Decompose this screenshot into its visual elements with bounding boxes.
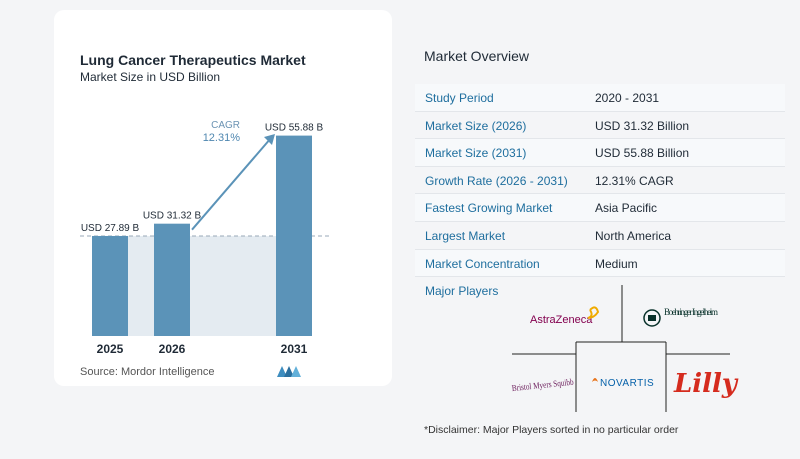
data-label-2026: USD 31.32 B bbox=[143, 211, 202, 222]
overview-row: Growth Rate (2026 - 2031) 12.31% CAGR bbox=[415, 167, 785, 195]
player-novartis-text: NOVARTIS bbox=[600, 378, 654, 389]
overview-value: North America bbox=[595, 228, 672, 243]
player-bms-text: Bristol Myers Squibb bbox=[511, 377, 574, 393]
overview-label: Growth Rate (2026 - 2031) bbox=[425, 173, 568, 188]
chart-subtitle: Market Size in USD Billion bbox=[80, 70, 221, 84]
player-lilly: Lilly bbox=[673, 369, 739, 399]
disclaimer: *Disclaimer: Major Players sorted in no … bbox=[424, 424, 679, 436]
mordor-logo-icon bbox=[277, 366, 301, 377]
player-bms: Bristol Myers Squibb bbox=[511, 377, 574, 393]
source-text: Source: Mordor Intelligence bbox=[80, 366, 215, 378]
astrazeneca-symbol-icon bbox=[587, 306, 600, 319]
overview-row: Market Concentration Medium bbox=[415, 249, 785, 278]
bar-chart: USD 27.89 B 2025 USD 31.32 B 2026 USD 55.88 … bbox=[80, 120, 330, 356]
x-tick-2026: 2026 bbox=[159, 342, 186, 356]
overview-label: Market Size (2026) bbox=[425, 118, 527, 133]
player-novartis: NOVARTIS bbox=[592, 378, 654, 389]
overview-label: Study Period bbox=[425, 91, 494, 105]
overview-row: Market Size (2031) USD 55.88 Billion bbox=[415, 139, 785, 167]
overview-title: Market Overview bbox=[424, 48, 530, 64]
players-grid: AstraZeneca Boehringer Ingelheim Bristol… bbox=[511, 285, 739, 412]
overview-table: Study Period 2020 - 2031 Market Size (202… bbox=[415, 84, 785, 278]
overview-value: USD 31.32 Billion bbox=[595, 118, 690, 133]
x-tick-2025: 2025 bbox=[97, 342, 124, 356]
cagr-arrow bbox=[191, 137, 272, 231]
player-lilly-text: Lilly bbox=[673, 369, 739, 399]
overview-row: Largest Market North America bbox=[415, 222, 785, 250]
overview-value: 2020 - 2031 bbox=[595, 91, 660, 105]
player-boehringer-text: Boehringer Ingelheim bbox=[664, 307, 718, 317]
overview-value: Asia Pacific bbox=[595, 201, 658, 216]
overview-label: Fastest Growing Market bbox=[425, 201, 553, 216]
overview-label: Market Size (2031) bbox=[425, 146, 527, 161]
player-astrazeneca: AstraZeneca bbox=[530, 306, 600, 326]
x-tick-2031: 2031 bbox=[281, 342, 308, 356]
cagr-label: CAGR bbox=[211, 120, 240, 131]
chart-title: Lung Cancer Therapeutics Market bbox=[80, 52, 306, 68]
overview-label: Largest Market bbox=[425, 228, 506, 243]
overview-value: USD 55.88 Billion bbox=[595, 146, 690, 161]
reference-shaded-area bbox=[128, 235, 276, 336]
overview-row: Market Size (2026) USD 31.32 Billion bbox=[415, 112, 785, 140]
bar-2026 bbox=[154, 223, 190, 336]
novartis-flame-icon bbox=[592, 378, 598, 382]
players-title: Major Players bbox=[425, 284, 499, 298]
bar-2025 bbox=[92, 235, 128, 336]
player-boehringer: Boehringer Ingelheim bbox=[643, 307, 718, 327]
overview-value: 12.31% CAGR bbox=[595, 173, 674, 188]
boehringer-logo-icon bbox=[643, 309, 661, 327]
data-label-2025: USD 27.89 B bbox=[81, 223, 140, 234]
cagr-value: 12.31% bbox=[203, 132, 241, 144]
bar-2031 bbox=[276, 135, 312, 336]
overview-row: Study Period 2020 - 2031 bbox=[415, 84, 785, 112]
data-label-2031: USD 55.88 B bbox=[265, 123, 324, 134]
cagr-arrowhead-icon bbox=[264, 134, 275, 145]
overview-label: Market Concentration bbox=[425, 256, 540, 271]
player-astrazeneca-text: AstraZeneca bbox=[530, 314, 593, 326]
overview-row: Fastest Growing Market Asia Pacific bbox=[415, 194, 785, 222]
overview-value: Medium bbox=[595, 256, 638, 271]
